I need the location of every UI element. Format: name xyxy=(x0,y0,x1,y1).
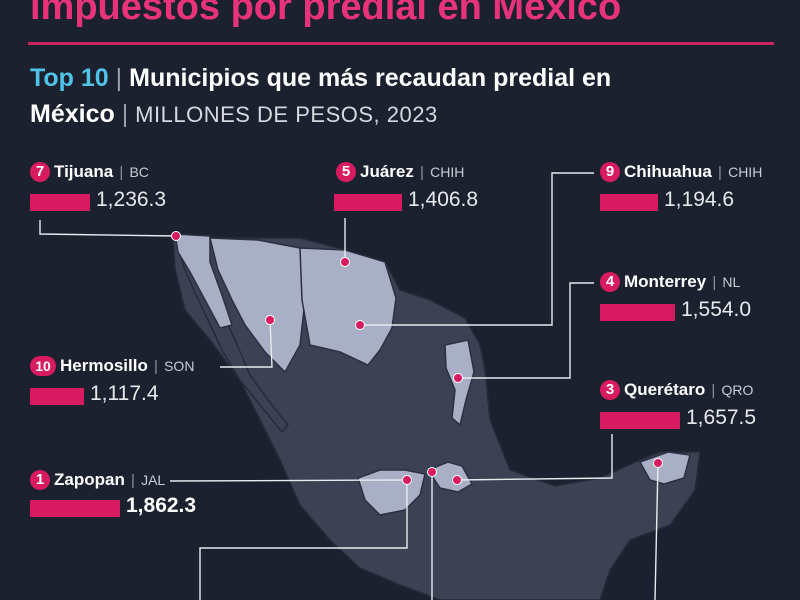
rank-badge: 5 xyxy=(336,162,356,182)
value-label-monterrey: 1,554.0 xyxy=(681,298,752,321)
entry-label-zapopan: 1 Zapopan | JAL xyxy=(30,470,165,490)
entry-label-monterrey: 4 Monterrey | NL xyxy=(600,272,740,292)
state-code: CHIH xyxy=(728,164,763,180)
value-label-chihuahua: 1,194.6 xyxy=(664,188,735,211)
subtitle-country: México xyxy=(30,100,115,128)
state-code: SON xyxy=(164,358,195,374)
bar-tijuana xyxy=(30,194,90,211)
state-separator: | xyxy=(713,163,727,181)
region-yucatan xyxy=(638,451,691,485)
bar-zapopan xyxy=(30,500,120,517)
state-code: JAL xyxy=(141,472,166,488)
leader-line-offscreen-1 xyxy=(199,480,408,600)
value-label-tijuana: 1,236.3 xyxy=(96,188,167,211)
city-name: Tijuana xyxy=(54,162,114,181)
bar-quertaro xyxy=(600,412,680,429)
city-name: Monterrey xyxy=(624,272,707,291)
city-marker-monterrey xyxy=(453,373,463,383)
city-marker-offscreen-2 xyxy=(653,458,663,468)
subtitle-text: Municipios que más recaudan predial en xyxy=(129,64,612,92)
state-separator: | xyxy=(708,273,721,291)
value-label-zapopan: 1,862.3 xyxy=(126,494,197,517)
bar-monterrey xyxy=(600,304,675,321)
city-marker-offscreen-1 xyxy=(427,467,437,477)
city-marker-quertaro xyxy=(452,475,462,485)
subtitle-line-1: Top 10 | Municipios que más recaudan pre… xyxy=(30,64,611,93)
city-marker-tijuana xyxy=(171,231,181,241)
bar-jurez xyxy=(334,194,402,211)
state-separator: | xyxy=(415,163,429,181)
city-marker-hermosillo xyxy=(265,315,275,325)
entry-label-chihuahua: 9 Chihuahua | CHIH xyxy=(600,162,762,182)
leader-line-tijuana xyxy=(39,220,177,237)
city-marker-jurez xyxy=(340,257,350,267)
value-label-hermosillo: 1,117.4 xyxy=(90,382,159,405)
subtitle-separator: | xyxy=(115,64,123,92)
entry-label-tijuana: 7 Tijuana | BC xyxy=(30,162,149,182)
state-separator: | xyxy=(149,357,163,375)
city-marker-chihuahua xyxy=(355,320,365,330)
region-sonora xyxy=(209,237,306,374)
leader-line-offscreen-3 xyxy=(654,462,659,600)
state-separator: | xyxy=(126,471,140,489)
rank-badge: 9 xyxy=(600,162,620,182)
city-name: Chihuahua xyxy=(624,162,712,181)
state-code: CHIH xyxy=(430,164,465,180)
state-separator: | xyxy=(115,163,128,181)
city-name: Hermosillo xyxy=(60,356,148,375)
leader-lines xyxy=(39,172,659,600)
rank-badge: 7 xyxy=(30,162,50,182)
value-label-quertaro: 1,657.5 xyxy=(686,406,757,429)
subtitle-unit-year: MILLONES DE PESOS, 2023 xyxy=(135,102,438,127)
state-code: NL xyxy=(722,274,741,290)
entry-label-hermosillo: 10 Hermosillo | SON xyxy=(30,356,194,376)
rank-badge: 3 xyxy=(600,380,620,400)
subtitle-line-2: México | MILLONES DE PESOS, 2023 xyxy=(30,100,438,129)
bar-chihuahua xyxy=(600,194,658,211)
state-separator: | xyxy=(707,381,720,399)
region-baja-california xyxy=(174,233,233,329)
region-queretaro xyxy=(426,461,474,493)
value-label-jurez: 1,406.8 xyxy=(408,188,479,211)
rank-badge: 10 xyxy=(30,356,56,376)
city-name: Querétaro xyxy=(624,380,706,399)
rank-badge: 4 xyxy=(600,272,620,292)
city-name: Juárez xyxy=(360,162,414,181)
leader-line-zapopan xyxy=(169,479,408,482)
leader-line-monterrey xyxy=(458,282,594,379)
leader-line-quertaro xyxy=(456,434,613,481)
title-rule xyxy=(28,42,774,45)
leader-line-hermosillo xyxy=(220,319,273,368)
city-name: Zapopan xyxy=(54,470,125,489)
headline: impuestos por predial en México xyxy=(30,0,622,28)
entry-label-jurez: 5 Juárez | CHIH xyxy=(336,162,464,182)
state-code: BC xyxy=(129,164,149,180)
city-markers xyxy=(171,231,663,485)
mexico-mainland xyxy=(172,235,701,600)
leader-line-chihuahua xyxy=(360,172,594,326)
city-marker-zapopan xyxy=(402,475,412,485)
entry-label-quertaro: 3 Querétaro | QRO xyxy=(600,380,753,400)
subtitle-top: Top 10 xyxy=(30,64,109,92)
subtitle-separator-2: | xyxy=(121,100,129,128)
bar-hermosillo xyxy=(30,388,84,405)
region-chihuahua xyxy=(299,247,397,366)
state-code: QRO xyxy=(721,382,754,398)
rank-badge: 1 xyxy=(30,470,50,490)
